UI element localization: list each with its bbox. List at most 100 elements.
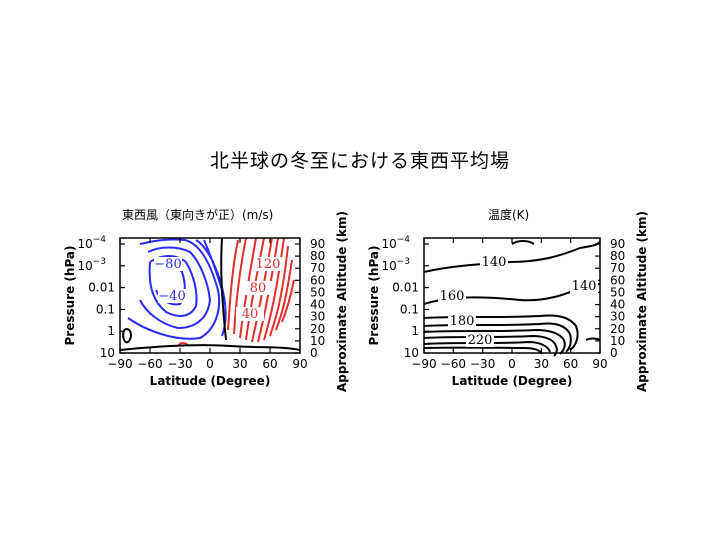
x-tick-label: −60: [441, 357, 466, 371]
y2-tick-label: 20: [610, 322, 625, 336]
y-axis-label: Pressure (hPa): [367, 246, 381, 346]
wind-contour: [281, 279, 295, 323]
x-tick-label: −60: [137, 357, 162, 371]
y2-tick-label: 30: [310, 310, 325, 324]
y-tick-label: 10: [100, 346, 115, 360]
x-tick-label: 60: [563, 357, 578, 371]
temperature-panel-title: 温度(K): [488, 208, 530, 222]
y-axis-label: Pressure (hPa): [63, 246, 77, 346]
wind-contour: [263, 237, 285, 341]
y2-tick-label: 90: [310, 237, 325, 251]
x-tick-label: 60: [262, 357, 277, 371]
y2-tick-label: 60: [310, 273, 325, 287]
contour-label: 80: [250, 281, 267, 296]
contour-label-bg: [236, 307, 264, 321]
contour-label-bg: [244, 281, 272, 295]
contour-label-bg: [448, 314, 476, 328]
wind-contour: [227, 239, 239, 331]
temperature-contour: [585, 337, 601, 341]
y2-tick-label: 70: [610, 261, 625, 275]
temperature-panel: [423, 240, 601, 357]
x-tick-label: 0: [508, 357, 516, 371]
y2-tick-label: 60: [610, 273, 625, 287]
y2-tick-label: 80: [610, 249, 625, 263]
y-tick-label: 10: [404, 346, 419, 360]
temperature-contour: [423, 346, 543, 355]
x-tick-label: −90: [107, 357, 132, 371]
wind-contour: [127, 238, 220, 340]
y2-tick-label: 0: [310, 346, 318, 360]
y2-tick-label: 20: [310, 322, 325, 336]
x-tick-label: −90: [411, 357, 436, 371]
x-tick-label: −30: [167, 357, 192, 371]
y2-tick-label: 40: [310, 298, 325, 312]
x-axis-label: Latitude (Degree): [150, 374, 271, 388]
wind-contour: [257, 237, 279, 343]
temperature-contour: [423, 340, 551, 353]
x-axis-label: Latitude (Degree): [452, 374, 573, 388]
wind-contour: [269, 245, 289, 337]
wind-contour: [119, 344, 301, 351]
contour-label-bg: [438, 289, 466, 303]
x-tick-label: 30: [534, 357, 549, 371]
y2-tick-label: 40: [610, 298, 625, 312]
wind-panel-title: 東西風（東向きが正）(m/s): [122, 208, 274, 222]
contour-label: 220: [468, 333, 493, 348]
x-tick-label: 90: [292, 357, 307, 371]
y-tick-label: 1: [107, 324, 115, 338]
wind-positive-contours: [177, 237, 295, 347]
y-tick-label: 0.01: [88, 281, 115, 295]
x-tick-label: 0: [206, 357, 214, 371]
temperature-axes: −90 −60 −30 0 30 60 9010−410−30.010.1110908070…: [367, 211, 649, 392]
contour-label: 140: [572, 279, 597, 294]
wind-zero-contours: [119, 237, 301, 351]
wind-axes: −90 −60 −30 0 30 60 9010−410−30.010.1110908070…: [63, 211, 349, 392]
y2-axis-label: Approximate Altitude (km): [335, 211, 349, 392]
contour-label: 140: [482, 255, 507, 270]
y2-tick-label: 30: [610, 310, 625, 324]
wind-panel: [119, 237, 301, 351]
temperature-contour: [423, 241, 601, 273]
x-tick-label: 30: [232, 357, 247, 371]
contour-label-bg: [154, 257, 182, 271]
contour-label: 180: [450, 314, 475, 329]
contour-label: −80: [154, 257, 181, 272]
wind-contour: [220, 237, 227, 341]
y-tick-label: 10−3: [381, 257, 410, 273]
contour-label-bg: [158, 289, 186, 303]
contour-label: 160: [440, 289, 465, 304]
y-tick-label: 0.01: [392, 281, 419, 295]
y2-tick-label: 90: [610, 237, 625, 251]
page-title: 北半球の冬至における東西平均場: [209, 150, 510, 172]
y2-axis-label: Approximate Altitude (km): [635, 211, 649, 392]
x-tick-label: −30: [470, 357, 495, 371]
y-tick-label: 10−4: [77, 235, 106, 251]
y2-tick-label: 50: [310, 285, 325, 299]
wind-contour: [251, 237, 273, 343]
temperature-contour: [511, 240, 535, 245]
y2-tick-label: 10: [610, 334, 625, 348]
x-tick-label: 90: [592, 357, 607, 371]
wind-contour: [139, 246, 212, 330]
y-tick-label: 0.1: [400, 302, 419, 316]
wind-contour: [122, 328, 132, 344]
y2-tick-label: 10: [310, 334, 325, 348]
y2-tick-label: 0: [610, 346, 618, 360]
contour-label: 120: [256, 257, 281, 272]
y-tick-label: 10−3: [77, 257, 106, 273]
y2-tick-label: 70: [310, 261, 325, 275]
wind-contour: [233, 237, 247, 335]
y-tick-label: 1: [411, 324, 419, 338]
contour-label: −40: [158, 289, 185, 304]
y-tick-label: 10−4: [381, 235, 410, 251]
y2-tick-label: 80: [310, 249, 325, 263]
contour-label: 40: [242, 307, 259, 322]
y2-tick-label: 50: [610, 285, 625, 299]
y-tick-label: 0.1: [96, 302, 115, 316]
wind-contour: [203, 239, 223, 291]
contour-label-bg: [570, 279, 598, 293]
wind-contour-labels: −80 −40 120 80 40: [154, 257, 282, 322]
contour-label-bg: [254, 257, 282, 271]
contour-label-bg: [480, 255, 508, 269]
